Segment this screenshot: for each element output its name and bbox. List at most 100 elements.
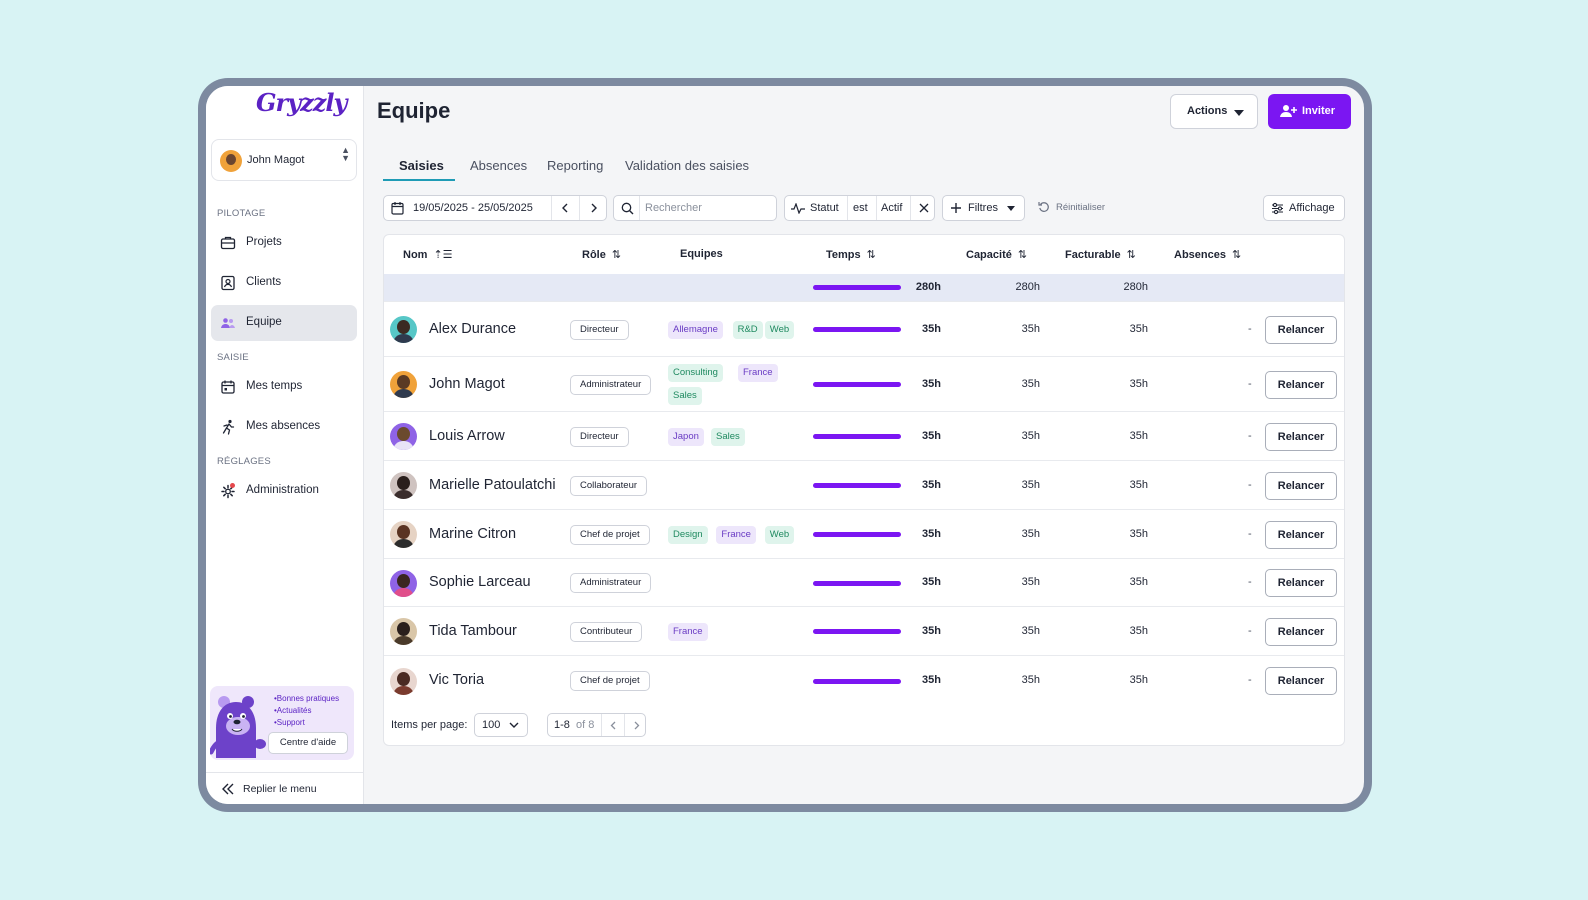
role-badge: Administrateur: [570, 374, 652, 395]
column-header-role[interactable]: Rôle ⇅: [582, 248, 621, 261]
prev-page-button[interactable]: [601, 714, 624, 736]
chevron-up-down-icon: ▲ ▼: [341, 145, 350, 163]
actions-dropdown-button[interactable]: Actions: [1170, 94, 1258, 129]
search-icon: [621, 202, 634, 215]
cell-capacite: 35h: [1021, 377, 1040, 390]
filter-operator-segment[interactable]: est: [847, 196, 877, 220]
cell-temps: 35h: [922, 624, 941, 637]
team-tag: Consulting: [668, 364, 723, 382]
table-row[interactable]: Marine Citron Chef de projet Design France W…: [384, 509, 1344, 558]
sort-icon: ⇅: [1126, 249, 1136, 261]
user-switcher[interactable]: John Magot ▲ ▼: [211, 139, 357, 181]
column-header-capacite[interactable]: Capacité ⇅: [966, 248, 1027, 261]
cell-absences: -: [1248, 322, 1252, 335]
relancer-button[interactable]: Relancer: [1265, 617, 1337, 646]
team-tag: France: [716, 525, 756, 544]
filter-field: Statut: [810, 202, 839, 214]
sidebar-item-administration[interactable]: Administration: [211, 473, 357, 509]
items-per-page-label: Items per page:: [391, 719, 468, 731]
search-box[interactable]: Rechercher: [613, 195, 777, 221]
role-badge: Chef de projet: [570, 671, 650, 691]
team-tag: France: [668, 622, 708, 641]
table-row[interactable]: Vic Toria Chef de projet 35h 35h 35h - Relance…: [384, 655, 1344, 705]
filters-label: Filtres: [968, 202, 998, 214]
next-page-button[interactable]: [624, 714, 646, 736]
sidebar-item-mes-temps[interactable]: Mes temps: [211, 369, 357, 405]
table-row[interactable]: Sophie Larceau Administrateur 35h 35h 35h - Re…: [384, 558, 1344, 606]
relancer-button[interactable]: Relancer: [1265, 370, 1337, 399]
search-divider: [639, 196, 640, 220]
member-name[interactable]: Louis Arrow: [429, 427, 505, 444]
app-logo[interactable]: Gryzzly: [256, 88, 347, 117]
column-label: Rôle: [582, 249, 606, 261]
filters-dropdown-button[interactable]: Filtres: [942, 195, 1025, 221]
date-range-picker[interactable]: 19/05/2025 - 25/05/2025: [383, 195, 607, 221]
display-settings-button[interactable]: Affichage: [1263, 195, 1345, 221]
team-icon: [221, 318, 235, 328]
relancer-button[interactable]: Relancer: [1265, 471, 1337, 500]
active-tab-indicator: [383, 179, 455, 181]
items-per-page-value: 100: [482, 719, 501, 731]
sidebar-item-equipe[interactable]: Equipe: [211, 305, 357, 341]
table-row[interactable]: Louis Arrow Directeur Japon Sales 35h 35h 35h -…: [384, 411, 1344, 460]
column-header-absences[interactable]: Absences ⇅: [1174, 248, 1241, 261]
table-row[interactable]: Marielle Patoulatchi Collaborateur 35h 35h 3…: [384, 460, 1344, 509]
help-bullet[interactable]: •Bonnes pratiques: [274, 694, 340, 703]
cell-capacite: 35h: [1021, 674, 1040, 686]
sidebar-item-label: Clients: [246, 276, 282, 288]
avatar: [390, 472, 417, 499]
help-bullet[interactable]: •Actualités: [274, 706, 312, 715]
table-row[interactable]: John Magot Administrateur Consulting France…: [384, 356, 1344, 411]
sidebar-item-clients[interactable]: Clients: [211, 265, 357, 301]
help-center-button[interactable]: Centre d'aide: [268, 732, 348, 754]
tab-validation[interactable]: Validation des saisies: [625, 158, 750, 173]
cell-capacite: 35h: [1021, 478, 1040, 491]
reset-label: Réinitialiser: [1056, 202, 1106, 213]
collapse-menu-button[interactable]: Replier le menu: [206, 772, 364, 804]
tab-reporting[interactable]: Reporting: [547, 158, 604, 173]
sidebar-item-mes-absences[interactable]: Mes absences: [211, 409, 357, 445]
table-row[interactable]: Tida Tambour Contributeur France 35h 35h 35h -…: [384, 606, 1344, 655]
relancer-button[interactable]: Relancer: [1265, 315, 1337, 344]
team-tag: Japon: [668, 427, 704, 446]
user-avatar: [220, 150, 242, 172]
member-name[interactable]: John Magot: [429, 375, 505, 392]
relancer-button[interactable]: Relancer: [1265, 667, 1337, 695]
sidebar-item-projets[interactable]: Projets: [211, 225, 357, 261]
table-row[interactable]: Alex Durance Directeur Allemagne R&D Web 35h 3…: [384, 301, 1344, 356]
invite-button[interactable]: Inviter: [1268, 94, 1351, 129]
total-capacite: 280h: [1015, 281, 1040, 293]
relancer-button[interactable]: Relancer: [1265, 520, 1337, 549]
column-header-facturable[interactable]: Facturable ⇅: [1065, 248, 1136, 261]
totals-row: 280h 280h 280h: [384, 274, 1344, 301]
relancer-button[interactable]: Relancer: [1265, 422, 1337, 451]
cell-facturable: 35h: [1129, 576, 1148, 588]
member-name[interactable]: Marielle Patoulatchi: [429, 476, 556, 493]
column-header-nom[interactable]: Nom ⇡☰: [403, 248, 453, 261]
caret-down-icon: [1234, 110, 1244, 116]
caret-down-icon: [1007, 206, 1015, 211]
column-label: Temps: [826, 249, 861, 261]
member-name[interactable]: Sophie Larceau: [429, 574, 531, 590]
items-per-page-select[interactable]: 100: [474, 713, 528, 737]
remove-filter-button[interactable]: [910, 196, 935, 220]
tab-absences[interactable]: Absences: [470, 158, 528, 173]
member-name[interactable]: Marine Citron: [429, 525, 517, 542]
date-range-value: 19/05/2025 - 25/05/2025: [413, 202, 533, 214]
page-range: 1-8 of 8: [547, 713, 646, 737]
filter-value-segment[interactable]: Actif: [876, 196, 910, 220]
display-label: Affichage: [1289, 202, 1335, 214]
status-filter-chip[interactable]: Statut est Actif: [784, 195, 935, 221]
help-bullet[interactable]: •Support: [274, 718, 305, 727]
member-name[interactable]: Vic Toria: [429, 672, 485, 688]
search-input[interactable]: Rechercher: [645, 202, 702, 214]
actions-label: Actions: [1187, 105, 1228, 117]
tab-saisies[interactable]: Saisies: [399, 158, 444, 173]
add-user-icon: [1280, 105, 1297, 117]
next-week-button[interactable]: [579, 196, 607, 220]
member-name[interactable]: Alex Durance: [429, 320, 517, 337]
member-name[interactable]: Tida Tambour: [429, 622, 517, 639]
relancer-button[interactable]: Relancer: [1265, 569, 1337, 597]
prev-week-button[interactable]: [551, 196, 579, 220]
column-header-temps[interactable]: Temps ⇅: [826, 248, 876, 261]
